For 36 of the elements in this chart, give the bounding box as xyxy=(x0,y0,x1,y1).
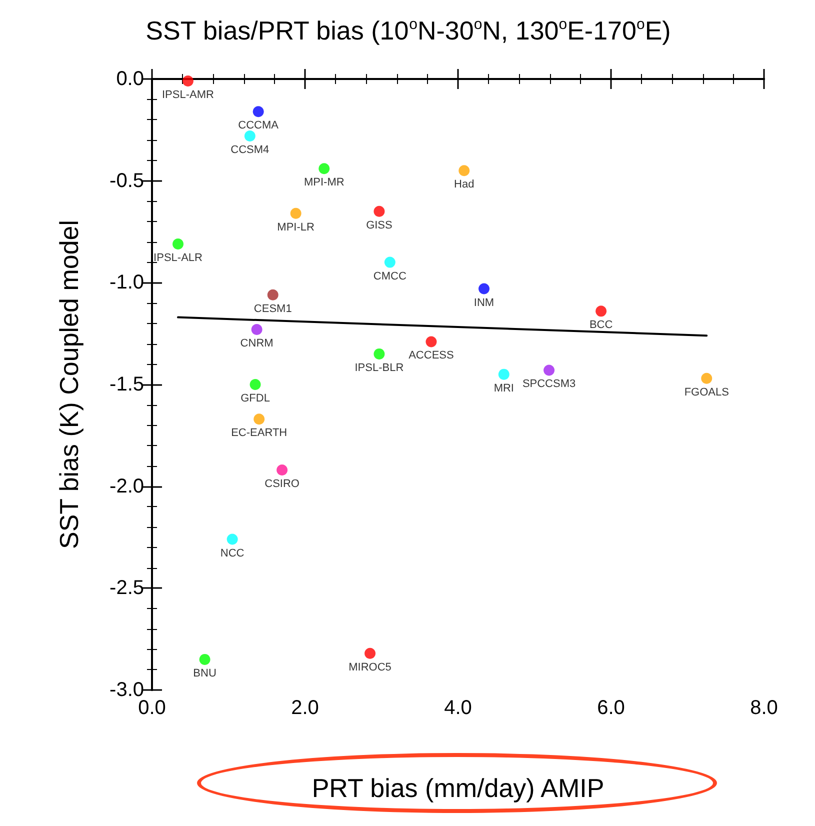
data-label: Had xyxy=(454,178,474,191)
data-label: INM xyxy=(474,296,494,309)
data-label: NCC xyxy=(220,547,244,560)
data-label: CESM1 xyxy=(254,302,292,315)
data-label: MPI-LR xyxy=(277,221,315,234)
data-label: MIROC5 xyxy=(348,661,392,674)
data-label: MRI xyxy=(494,382,514,394)
y-tick-label: -1.5 xyxy=(110,374,144,396)
x-axis-title: PRT bias (mm/day) AMIP xyxy=(312,773,604,803)
y-tick-label: -1.0 xyxy=(110,272,144,294)
x-tick-label: 4.0 xyxy=(444,697,472,719)
data-label: IPSL-BLR xyxy=(354,362,404,374)
data-label: EC-EARTH xyxy=(231,427,288,440)
y-tick-label: -2.5 xyxy=(110,577,144,600)
y-tick-label: -2.0 xyxy=(110,475,144,498)
data-label: CCCMA xyxy=(238,120,280,132)
data-label: CSIRO xyxy=(264,478,300,490)
data-label: ACCESS xyxy=(408,350,454,362)
data-label: BNU xyxy=(193,667,216,680)
y-tick-label: -0.5 xyxy=(110,170,144,192)
x-tick-label: 8.0 xyxy=(750,697,778,719)
data-label: SPCCSM3 xyxy=(522,378,576,390)
data-label: IPSL-ALR xyxy=(154,252,203,264)
y-axis-title: SST bias (K) Coupled model xyxy=(54,220,84,550)
data-label: IPSL-AMR xyxy=(162,89,214,102)
data-label: CMCC xyxy=(373,270,406,282)
y-tick-label: 0.0 xyxy=(116,68,144,90)
data-label: MPI-MR xyxy=(304,176,344,189)
data-label: CCSM4 xyxy=(230,144,270,156)
data-label: FGOALS xyxy=(684,386,729,398)
data-label: GFDL xyxy=(240,392,270,404)
x-tick-label: 6.0 xyxy=(597,697,625,719)
data-label: BCC xyxy=(589,319,613,332)
x-tick-label: 2.0 xyxy=(291,697,319,719)
data-label: GISS xyxy=(366,219,392,232)
data-label: CNRM xyxy=(240,338,274,350)
